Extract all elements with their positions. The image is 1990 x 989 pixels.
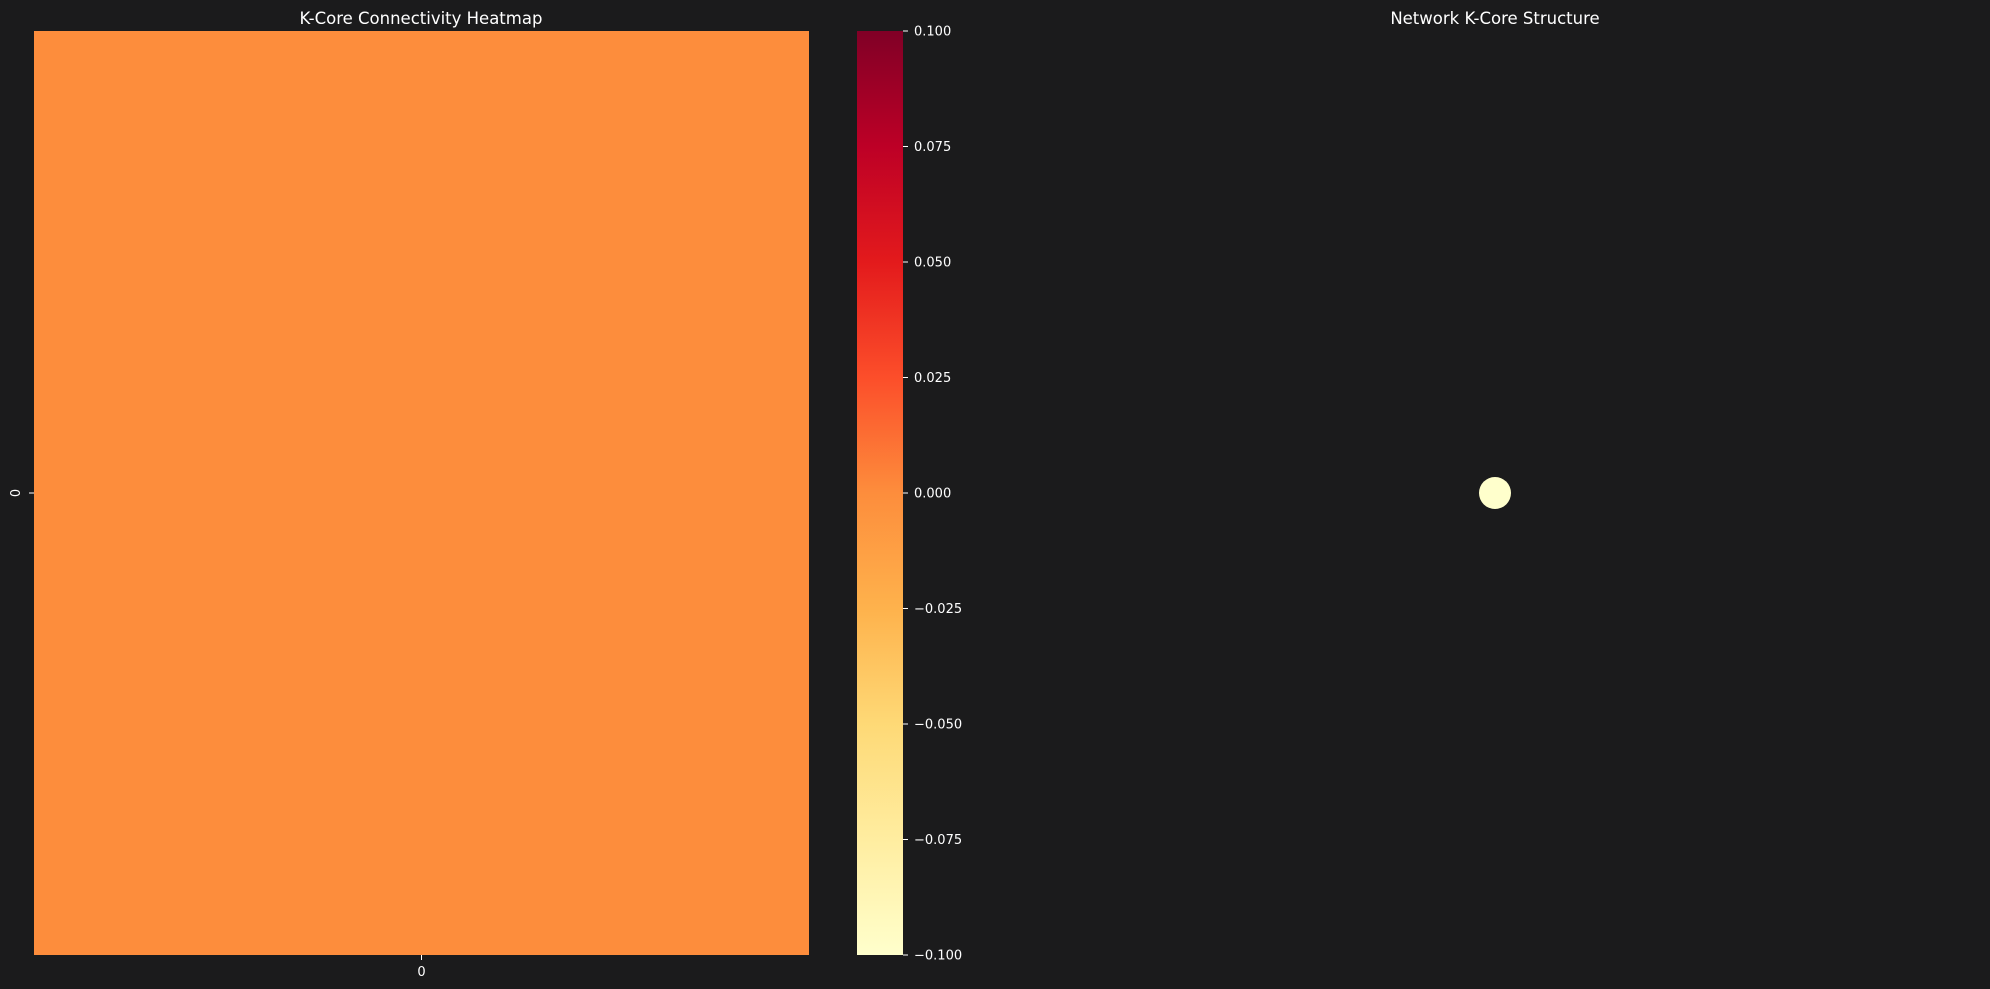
heatmap-y-ticks: 0 xyxy=(9,489,34,497)
heatmap-cell xyxy=(34,31,809,955)
colorbar-tick-label: −0.050 xyxy=(914,718,962,733)
colorbar-tick-label: 0.075 xyxy=(914,140,951,155)
network-title: Network K-Core Structure xyxy=(1390,9,1599,28)
colorbar-tick-label: 0.100 xyxy=(914,25,951,40)
colorbar-tick-label: −0.100 xyxy=(914,949,962,964)
heatmap-panel: K-Core Connectivity Heatmap 0 0 xyxy=(9,9,809,980)
network-node xyxy=(1479,477,1511,509)
colorbar-tick-label: −0.025 xyxy=(914,602,962,617)
colorbar-ticks: −0.100 −0.075 −0.050 −0.025 0.000 0.025 0.050 0… xyxy=(903,25,962,964)
colorbar-tick-label: 0.000 xyxy=(914,487,951,502)
colorbar-tick-label: −0.075 xyxy=(914,833,962,848)
colorbar-tick-label: 0.025 xyxy=(914,371,951,386)
x-tick-label: 0 xyxy=(417,965,425,980)
network-panel: Network K-Core Structure xyxy=(1390,9,1600,509)
heatmap-cells xyxy=(34,31,809,955)
y-tick-label: 0 xyxy=(9,489,24,497)
colorbar-gradient xyxy=(857,31,903,955)
network-nodes xyxy=(1479,477,1511,509)
colorbar: −0.100 −0.075 −0.050 −0.025 0.000 0.025 0.050 0… xyxy=(857,25,962,964)
heatmap-title: K-Core Connectivity Heatmap xyxy=(300,9,543,28)
colorbar-tick-label: 0.050 xyxy=(914,256,951,271)
heatmap-x-ticks: 0 xyxy=(417,955,426,980)
